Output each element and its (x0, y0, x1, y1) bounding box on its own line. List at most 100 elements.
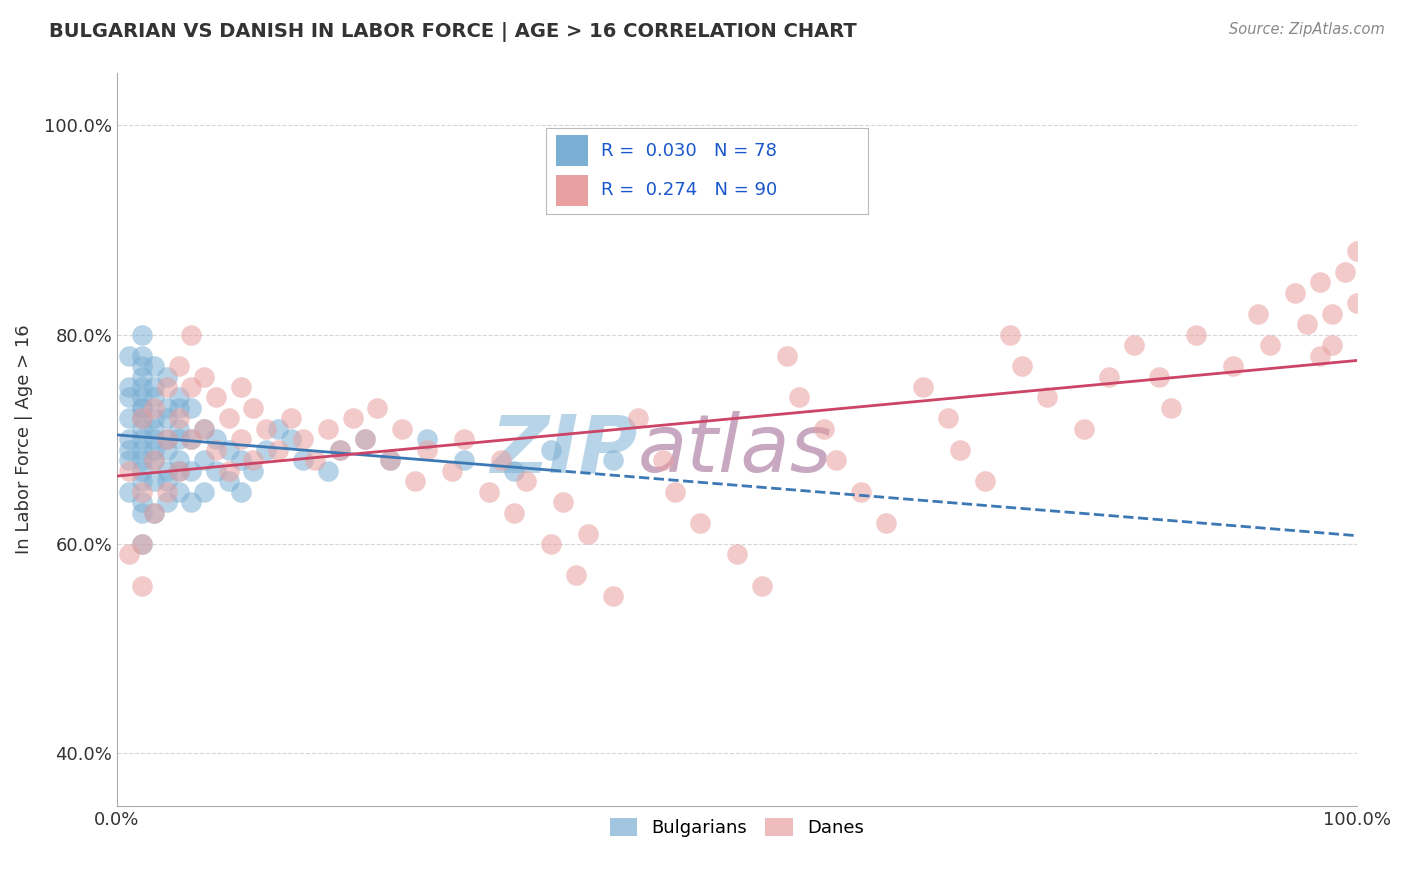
Point (478, 484, 501, 499)
Point (167, 464, 190, 478)
Point (491, 453, 513, 467)
Point (143, 442, 166, 457)
Point (1284, 285, 1306, 300)
Point (602, 590, 624, 604)
Point (1160, 401, 1182, 415)
Point (167, 484, 190, 499)
Point (155, 380, 177, 394)
Point (118, 484, 141, 499)
Point (280, 411, 302, 425)
Point (304, 453, 326, 467)
Point (354, 433, 377, 447)
Point (118, 391, 141, 405)
Point (218, 411, 240, 425)
Point (242, 464, 264, 478)
Point (143, 433, 166, 447)
Point (143, 380, 166, 394)
Point (131, 506, 153, 520)
Text: R =  0.030   N = 78: R = 0.030 N = 78 (600, 142, 776, 160)
Point (131, 359, 153, 373)
Point (131, 453, 153, 467)
Point (143, 359, 166, 373)
Bar (555, 175, 588, 206)
Point (131, 464, 153, 478)
Point (131, 484, 153, 499)
Point (167, 391, 190, 405)
Point (155, 484, 177, 499)
Point (131, 579, 153, 593)
Point (825, 453, 848, 467)
Point (229, 433, 252, 447)
Point (180, 401, 202, 415)
Point (205, 391, 228, 405)
Point (131, 433, 153, 447)
Point (1322, 338, 1344, 352)
Point (155, 495, 177, 509)
Legend: Bulgarians, Danes: Bulgarians, Danes (603, 811, 872, 845)
Point (131, 411, 153, 425)
Point (553, 495, 575, 509)
Point (193, 422, 215, 436)
Point (329, 442, 352, 457)
Point (118, 411, 141, 425)
Point (155, 411, 177, 425)
Point (167, 422, 190, 436)
Point (143, 453, 166, 467)
Point (1309, 276, 1331, 290)
Point (787, 391, 810, 405)
Point (205, 442, 228, 457)
Point (775, 349, 797, 363)
Point (342, 411, 364, 425)
Text: BULGARIAN VS DANISH IN LABOR FORCE | AGE > 16 CORRELATION CHART: BULGARIAN VS DANISH IN LABOR FORCE | AGE… (49, 22, 858, 42)
Point (131, 442, 153, 457)
Point (391, 422, 413, 436)
Point (1222, 359, 1244, 373)
Point (193, 369, 215, 384)
Point (354, 433, 377, 447)
Point (664, 484, 686, 499)
Point (813, 422, 835, 436)
Point (515, 474, 537, 488)
Point (849, 484, 872, 499)
Point (911, 380, 934, 394)
Point (180, 433, 202, 447)
Point (440, 464, 463, 478)
Point (242, 401, 264, 415)
Y-axis label: In Labor Force | Age > 16: In Labor Force | Age > 16 (15, 325, 32, 554)
Point (131, 327, 153, 342)
Point (131, 411, 153, 425)
Point (193, 484, 215, 499)
Point (131, 369, 153, 384)
Point (502, 506, 524, 520)
Point (193, 422, 215, 436)
Point (118, 464, 141, 478)
Point (118, 548, 141, 562)
Point (118, 349, 141, 363)
Point (155, 442, 177, 457)
Point (540, 442, 562, 457)
Point (180, 464, 202, 478)
Point (155, 433, 177, 447)
Point (404, 474, 426, 488)
Point (1247, 307, 1270, 321)
Point (751, 579, 773, 593)
Point (565, 568, 588, 582)
Point (167, 401, 190, 415)
Point (627, 411, 650, 425)
Point (540, 537, 562, 551)
Point (143, 506, 166, 520)
Text: atlas: atlas (638, 411, 832, 490)
Point (1184, 327, 1206, 342)
Point (316, 422, 339, 436)
Point (131, 537, 153, 551)
Point (280, 433, 302, 447)
Point (143, 401, 166, 415)
Point (366, 401, 388, 415)
Point (180, 327, 202, 342)
Point (167, 453, 190, 467)
Point (167, 411, 190, 425)
Point (949, 442, 972, 457)
Point (1098, 369, 1121, 384)
Point (131, 422, 153, 436)
Point (453, 453, 475, 467)
